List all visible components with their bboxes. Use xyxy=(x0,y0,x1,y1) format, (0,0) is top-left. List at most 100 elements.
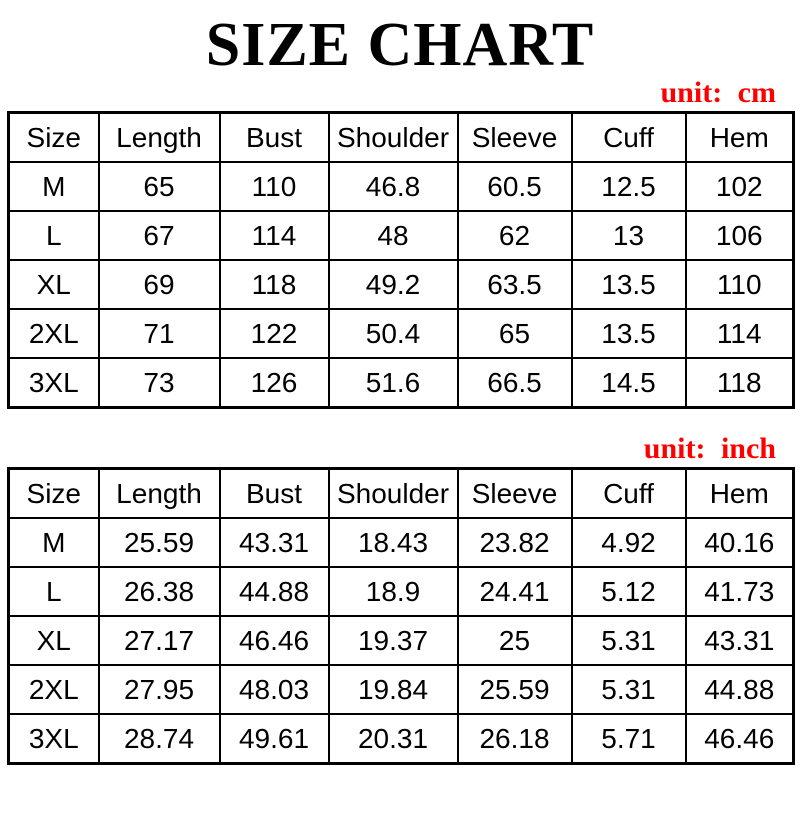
column-header-sleeve: Sleeve xyxy=(456,467,573,519)
value-cell: 65 xyxy=(456,308,573,359)
size-label-cell: 3XL xyxy=(7,713,100,765)
value-cell: 46.8 xyxy=(327,161,459,212)
value-cell: 110 xyxy=(684,259,795,310)
column-header-length: Length xyxy=(97,111,221,163)
table-header-inch: Size Length Bust Shoulder Sleeve Cuff Hem xyxy=(7,467,795,519)
value-cell: 51.6 xyxy=(327,357,459,409)
value-cell: 44.88 xyxy=(684,664,795,715)
value-cell: 19.84 xyxy=(327,664,459,715)
value-cell: 18.43 xyxy=(327,517,459,568)
size-label-cell: 2XL xyxy=(7,664,100,715)
value-cell: 110 xyxy=(218,161,330,212)
column-header-length: Length xyxy=(97,467,221,519)
size-label-cell: XL xyxy=(7,259,100,310)
size-label-cell: 3XL xyxy=(7,357,100,409)
value-cell: 102 xyxy=(684,161,795,212)
value-cell: 122 xyxy=(218,308,330,359)
table-row: XL 69 118 49.2 63.5 13.5 110 xyxy=(7,259,795,310)
value-cell: 13.5 xyxy=(570,259,687,310)
value-cell: 126 xyxy=(218,357,330,409)
table-row: L 67 114 48 62 13 106 xyxy=(7,210,795,261)
value-cell: 49.2 xyxy=(327,259,459,310)
column-header-size: Size xyxy=(7,111,100,163)
value-cell: 23.82 xyxy=(456,517,573,568)
value-cell: 28.74 xyxy=(97,713,221,765)
value-cell: 5.12 xyxy=(570,566,687,617)
table-row: 2XL 27.95 48.03 19.84 25.59 5.31 44.88 xyxy=(7,664,795,715)
value-cell: 46.46 xyxy=(218,615,330,666)
column-header-shoulder: Shoulder xyxy=(327,111,459,163)
value-cell: 114 xyxy=(684,308,795,359)
size-label-cell: M xyxy=(7,161,100,212)
table-row: M 25.59 43.31 18.43 23.82 4.92 40.16 xyxy=(7,517,795,568)
column-header-size: Size xyxy=(7,467,100,519)
value-cell: 40.16 xyxy=(684,517,795,568)
value-cell: 24.41 xyxy=(456,566,573,617)
value-cell: 5.31 xyxy=(570,615,687,666)
column-header-shoulder: Shoulder xyxy=(327,467,459,519)
value-cell: 48.03 xyxy=(218,664,330,715)
value-cell: 71 xyxy=(97,308,221,359)
value-cell: 18.9 xyxy=(327,566,459,617)
table-row: M 65 110 46.8 60.5 12.5 102 xyxy=(7,161,795,212)
column-header-cuff: Cuff xyxy=(570,467,687,519)
value-cell: 5.71 xyxy=(570,713,687,765)
size-label-cell: L xyxy=(7,210,100,261)
table-row: XL 27.17 46.46 19.37 25 5.31 43.31 xyxy=(7,615,795,666)
value-cell: 44.88 xyxy=(218,566,330,617)
value-cell: 25.59 xyxy=(456,664,573,715)
value-cell: 25.59 xyxy=(97,517,221,568)
unit-label-inch: unit: inch xyxy=(643,432,776,465)
column-header-cuff: Cuff xyxy=(570,111,687,163)
size-table-cm: Size Length Bust Shoulder Sleeve Cuff Hem M 65 1… xyxy=(7,111,795,409)
table-row: L 26.38 44.88 18.9 24.41 5.12 41.73 xyxy=(7,566,795,617)
value-cell: 26.38 xyxy=(97,566,221,617)
value-cell: 50.4 xyxy=(327,308,459,359)
value-cell: 66.5 xyxy=(456,357,573,409)
column-header-hem: Hem xyxy=(684,111,795,163)
value-cell: 69 xyxy=(97,259,221,310)
value-cell: 46.46 xyxy=(684,713,795,765)
table-row: 2XL 71 122 50.4 65 13.5 114 xyxy=(7,308,795,359)
size-label-cell: XL xyxy=(7,615,100,666)
value-cell: 67 xyxy=(97,210,221,261)
value-cell: 5.31 xyxy=(570,664,687,715)
header-row: Size Length Bust Shoulder Sleeve Cuff Hem xyxy=(7,111,795,163)
value-cell: 25 xyxy=(456,615,573,666)
unit-label-cm: unit: cm xyxy=(660,76,777,109)
value-cell: 65 xyxy=(97,161,221,212)
column-header-bust: Bust xyxy=(218,111,330,163)
value-cell: 14.5 xyxy=(570,357,687,409)
value-cell: 118 xyxy=(218,259,330,310)
value-cell: 13.5 xyxy=(570,308,687,359)
value-cell: 4.92 xyxy=(570,517,687,568)
column-header-bust: Bust xyxy=(218,467,330,519)
value-cell: 60.5 xyxy=(456,161,573,212)
table-row: 3XL 73 126 51.6 66.5 14.5 118 xyxy=(7,357,795,409)
value-cell: 63.5 xyxy=(456,259,573,310)
value-cell: 49.61 xyxy=(218,713,330,765)
value-cell: 27.95 xyxy=(97,664,221,715)
value-cell: 106 xyxy=(684,210,795,261)
value-cell: 43.31 xyxy=(218,517,330,568)
value-cell: 13 xyxy=(570,210,687,261)
value-cell: 62 xyxy=(456,210,573,261)
value-cell: 26.18 xyxy=(456,713,573,765)
value-cell: 114 xyxy=(218,210,330,261)
table-body-cm: M 65 110 46.8 60.5 12.5 102 L 67 114 48 62 13 106 XL 69… xyxy=(7,161,795,409)
table-body-inch: M 25.59 43.31 18.43 23.82 4.92 40.16 L 26.38 44.8… xyxy=(7,517,795,765)
size-table-inch: Size Length Bust Shoulder Sleeve Cuff Hem M 25.… xyxy=(7,467,795,765)
table-row: 3XL 28.74 49.61 20.31 26.18 5.71 46.46 xyxy=(7,713,795,765)
size-label-cell: L xyxy=(7,566,100,617)
value-cell: 118 xyxy=(684,357,795,409)
value-cell: 41.73 xyxy=(684,566,795,617)
value-cell: 20.31 xyxy=(327,713,459,765)
size-label-cell: M xyxy=(7,517,100,568)
value-cell: 19.37 xyxy=(327,615,459,666)
value-cell: 27.17 xyxy=(97,615,221,666)
value-cell: 48 xyxy=(327,210,459,261)
value-cell: 73 xyxy=(97,357,221,409)
header-row: Size Length Bust Shoulder Sleeve Cuff Hem xyxy=(7,467,795,519)
size-chart-page: SIZE CHART unit: cm Size Length Bust Should… xyxy=(0,14,800,814)
column-header-sleeve: Sleeve xyxy=(456,111,573,163)
